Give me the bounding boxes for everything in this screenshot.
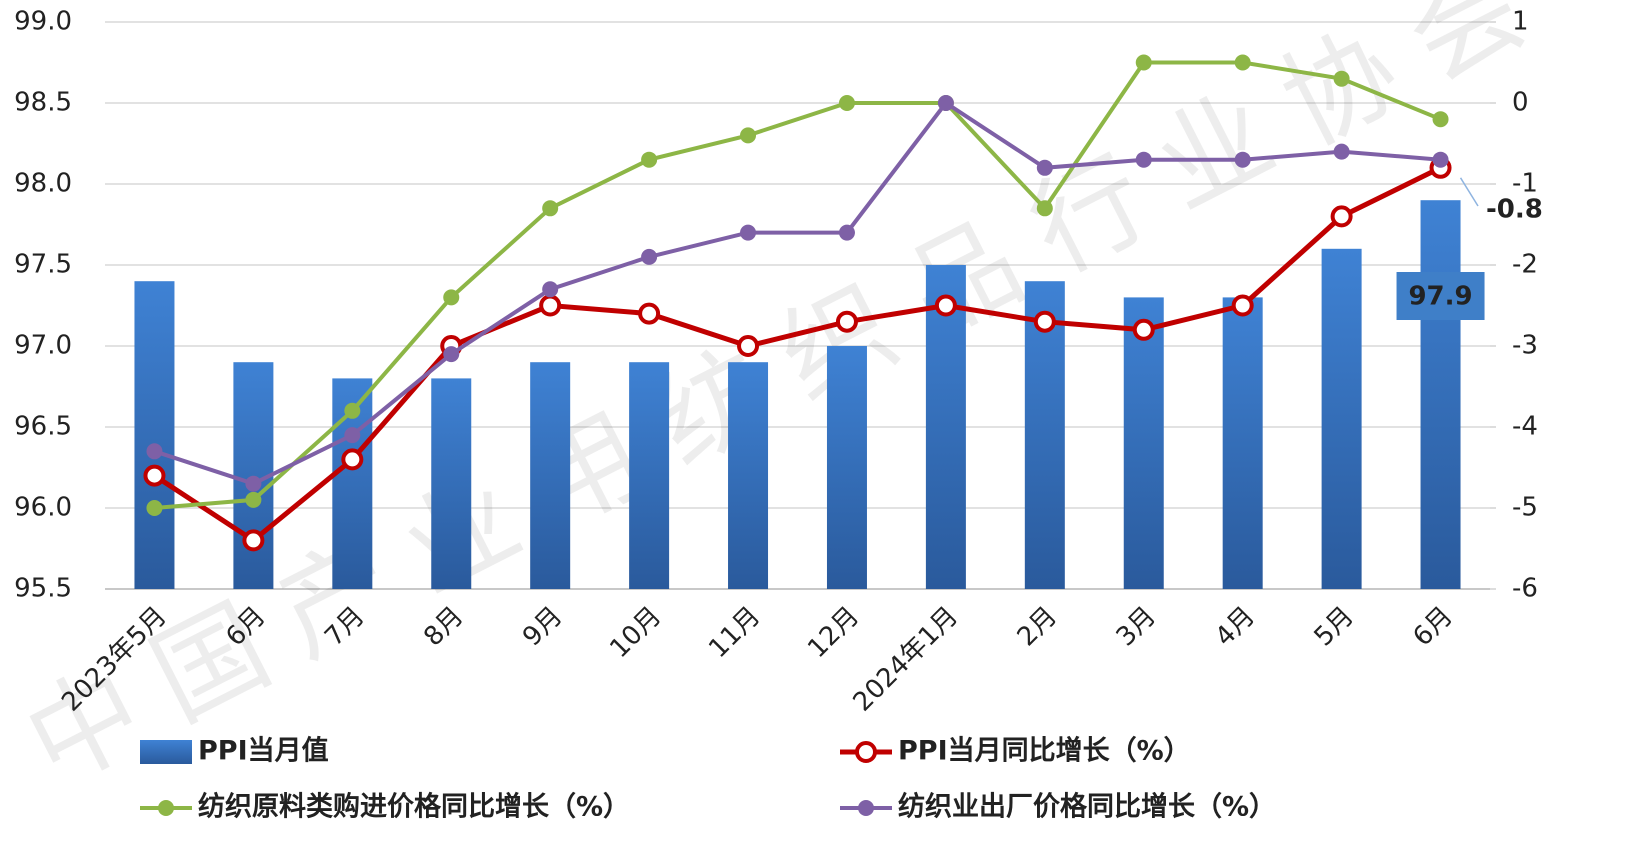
bar — [530, 362, 571, 589]
x-tick-label: 3月 — [1111, 601, 1162, 652]
marker — [245, 491, 262, 508]
marker — [539, 294, 562, 317]
marker — [835, 310, 858, 333]
marker — [641, 151, 658, 168]
marker — [341, 448, 364, 471]
y2-tick-label: -5 — [1512, 493, 1538, 523]
marker — [740, 224, 757, 241]
leader-line — [1459, 177, 1479, 207]
marker — [1033, 310, 1056, 333]
x-tick-label: 2024年1月 — [848, 601, 964, 717]
y-tick-label: 98.0 — [14, 169, 72, 199]
marker — [1333, 143, 1350, 160]
marker — [641, 248, 658, 265]
y2-tick-label: -6 — [1512, 574, 1538, 604]
x-tick-label: 4月 — [1210, 601, 1261, 652]
bar — [1420, 200, 1461, 589]
y2-tick-label: 1 — [1512, 7, 1529, 37]
y-tick-label: 95.5 — [14, 574, 72, 604]
bar — [728, 362, 769, 589]
marker — [344, 402, 361, 419]
x-tick-label: 2月 — [1012, 601, 1063, 652]
legend-label: PPI当月同比增长（%） — [898, 735, 1191, 767]
marker — [1234, 151, 1251, 168]
marker — [740, 127, 757, 144]
marker — [146, 443, 163, 460]
y-tick-label: 97.0 — [14, 331, 72, 361]
marker — [443, 289, 460, 306]
marker — [1234, 54, 1251, 71]
bar — [431, 378, 472, 589]
marker — [1231, 294, 1254, 317]
bar — [826, 346, 867, 589]
y2-tick-label: -3 — [1512, 331, 1538, 361]
marker — [838, 95, 855, 111]
legend-label: PPI当月值 — [198, 736, 329, 767]
marker — [737, 335, 760, 357]
legend-marker — [858, 800, 874, 816]
marker — [143, 464, 166, 487]
bar — [1123, 297, 1164, 589]
marker — [542, 200, 559, 217]
bar — [1222, 297, 1263, 589]
marker — [937, 95, 954, 111]
marker — [146, 500, 163, 516]
y2-tick-label: -4 — [1512, 412, 1538, 442]
marker — [344, 427, 361, 444]
marker — [838, 224, 855, 241]
legend-label: 纺织原料类购进价格同比增长（%） — [198, 791, 630, 823]
x-tick-label: 5月 — [1309, 601, 1360, 652]
bar — [1321, 248, 1362, 590]
y2-tick-label: -2 — [1512, 250, 1538, 280]
marker — [1036, 159, 1053, 176]
legend-marker — [158, 800, 174, 816]
marker — [1330, 205, 1353, 228]
x-tick-label: 11月 — [703, 601, 766, 664]
line — [154, 60, 1442, 510]
marker — [1132, 318, 1155, 341]
legend-swatch — [140, 740, 192, 764]
y-tick-label: 98.5 — [14, 88, 72, 118]
bar — [925, 265, 966, 589]
marker — [638, 302, 661, 325]
marker — [1432, 111, 1449, 128]
y-tick-label: 99.0 — [14, 7, 72, 37]
data-label: -0.8 — [1486, 195, 1543, 225]
y2-tick-label: -1 — [1512, 169, 1538, 199]
x-tick-label: 10月 — [604, 601, 667, 664]
marker — [1036, 200, 1053, 217]
y-tick-label: 97.5 — [14, 250, 72, 280]
y2-tick-label: 0 — [1512, 88, 1529, 118]
marker — [1333, 70, 1350, 87]
data-label-box — [1396, 272, 1485, 320]
x-tick-label: 8月 — [418, 601, 469, 652]
marker — [1432, 151, 1449, 168]
marker — [934, 294, 957, 317]
marker — [245, 475, 262, 492]
legend-label: 纺织业出厂价格同比增长（%） — [898, 791, 1276, 823]
marker — [1135, 54, 1152, 71]
legend-marker — [855, 741, 877, 763]
marker — [443, 346, 460, 363]
line — [153, 100, 1441, 486]
x-tick-label: 6月 — [1407, 601, 1458, 652]
line — [153, 165, 1442, 544]
marker — [542, 281, 559, 298]
marker — [1135, 151, 1152, 168]
bar — [629, 362, 670, 589]
y-tick-label: 96.0 — [14, 493, 72, 523]
x-tick-label: 12月 — [802, 601, 865, 664]
marker — [242, 529, 265, 552]
y-tick-label: 96.5 — [14, 412, 72, 442]
bar — [134, 281, 175, 589]
x-tick-label: 9月 — [517, 601, 568, 652]
data-label: 97.9 — [1408, 282, 1472, 312]
